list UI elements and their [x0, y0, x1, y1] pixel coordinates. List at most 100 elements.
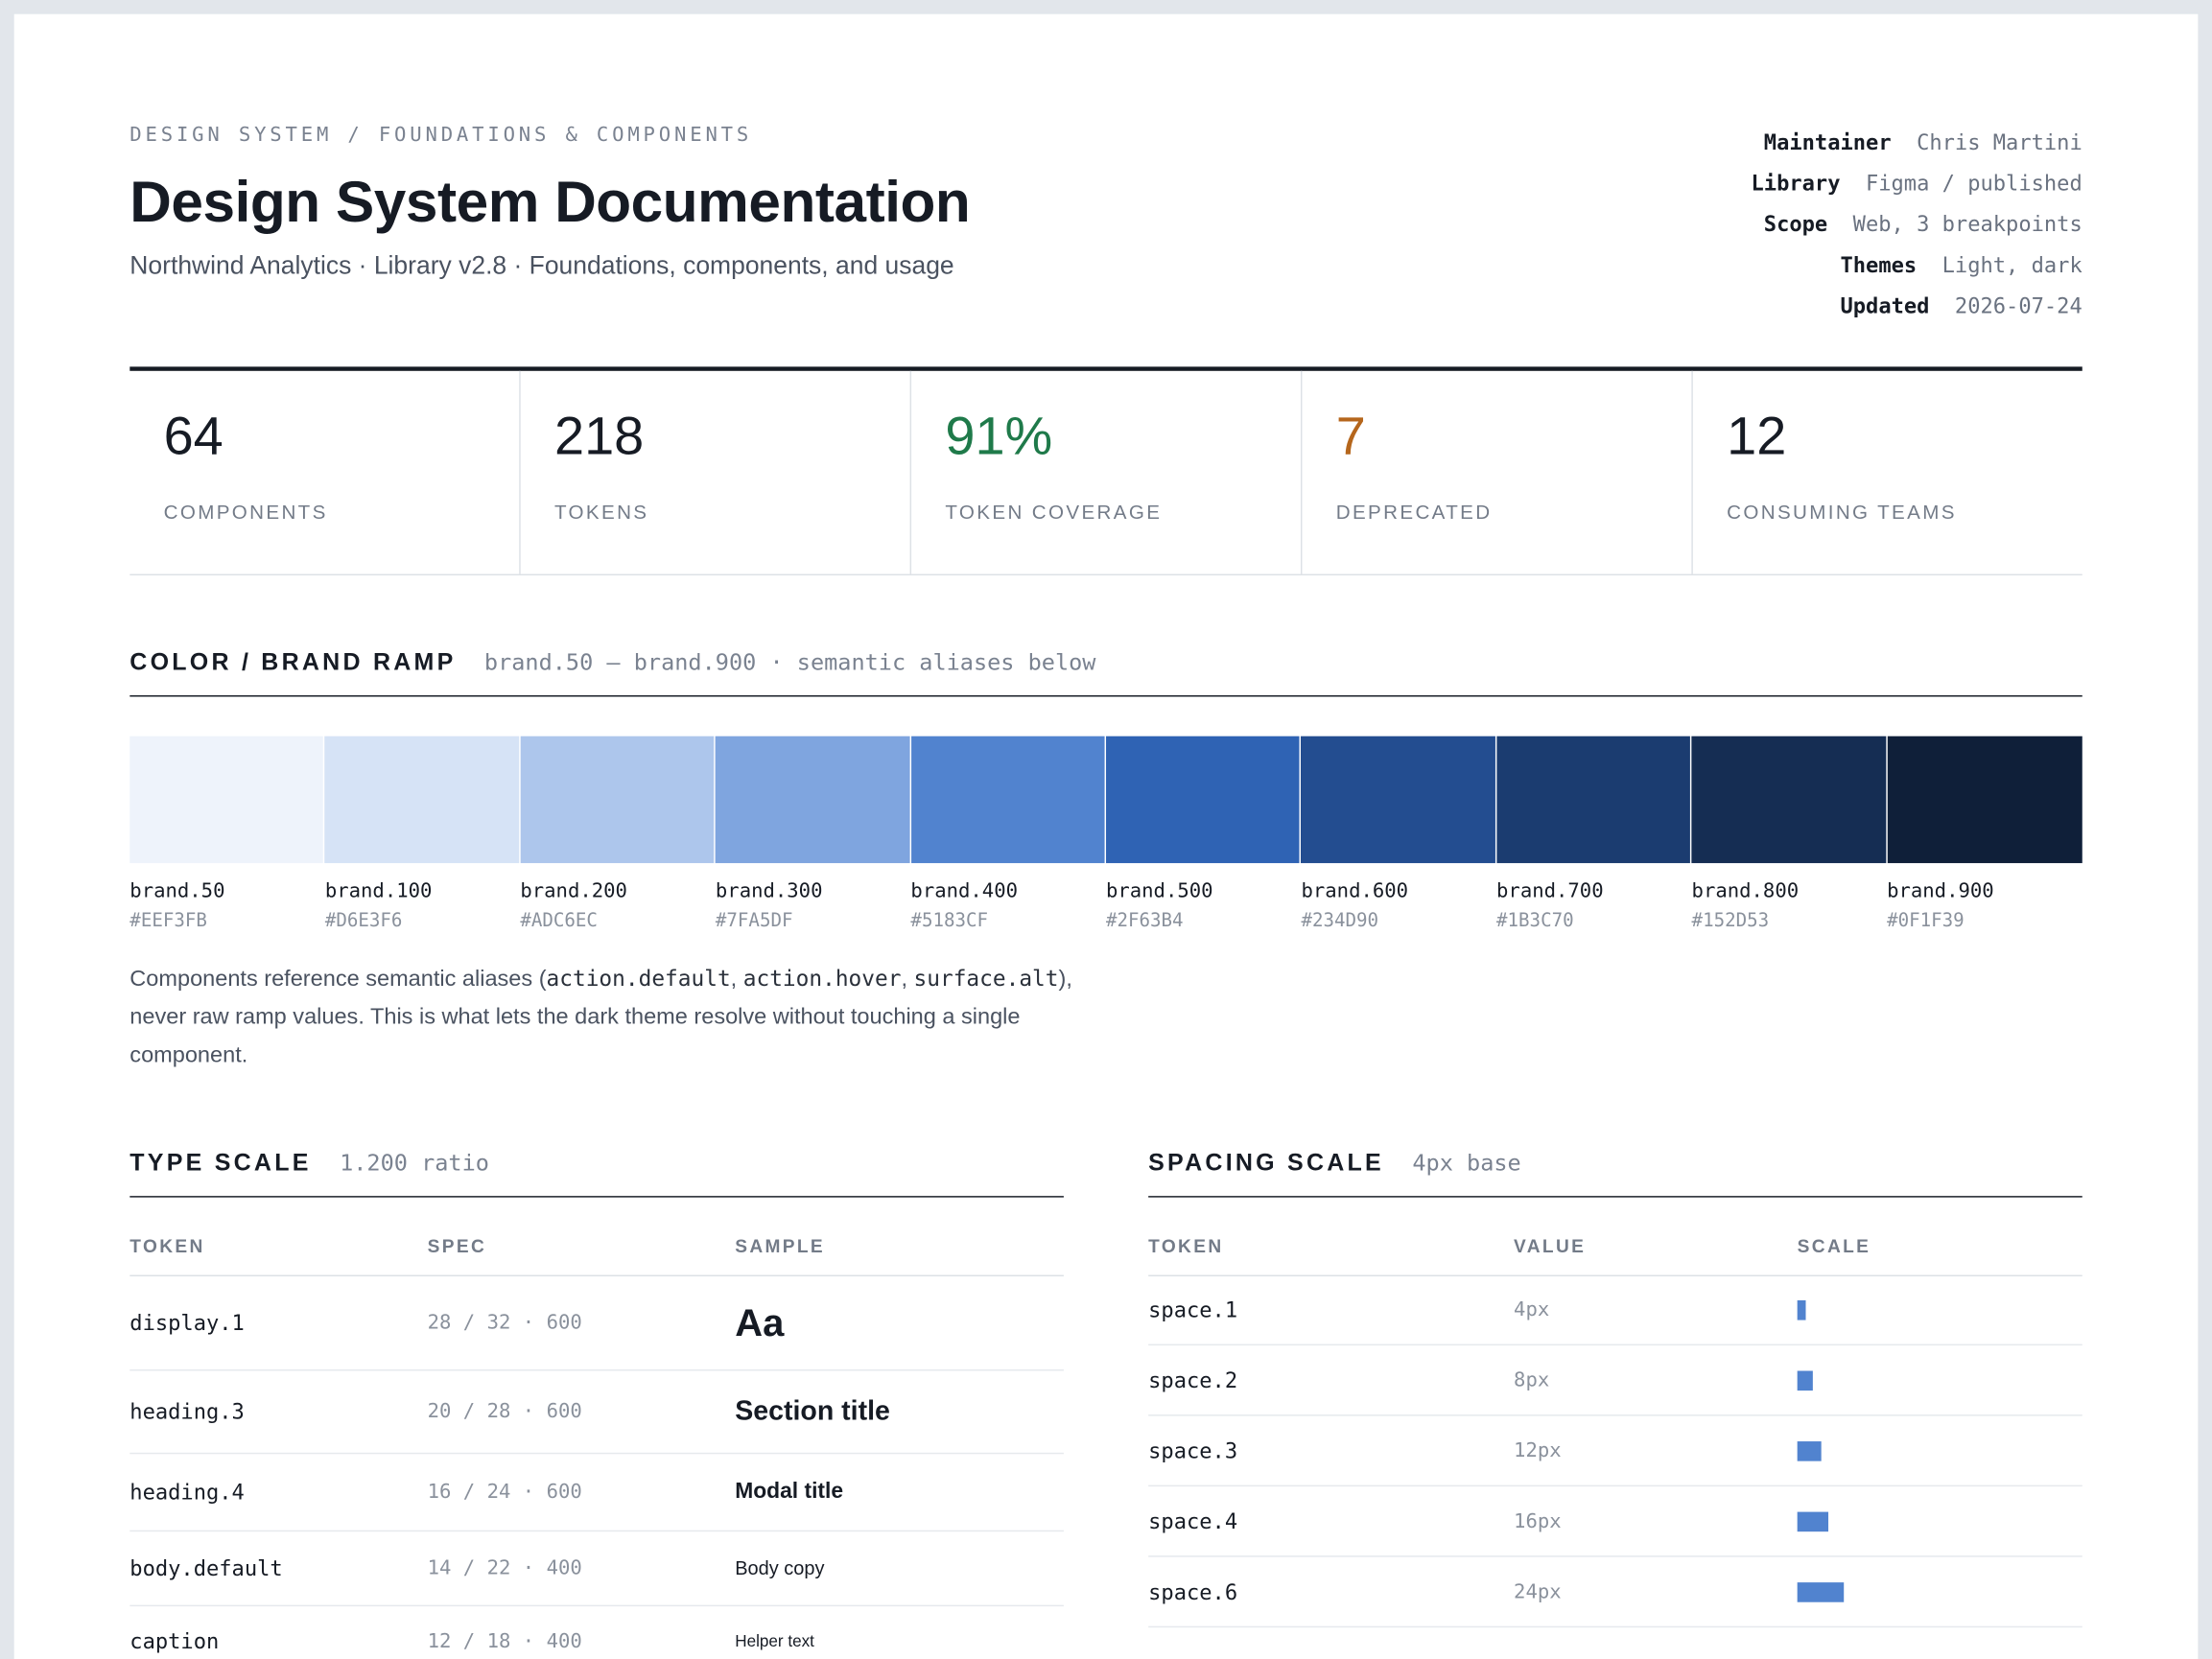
value: 16px — [1514, 1509, 1562, 1532]
swatch-hex: #0F1F39 — [1887, 911, 1965, 933]
stat-card: 12 CONSUMING TEAMS — [1691, 370, 2082, 574]
type-sample: Helper text — [735, 1632, 814, 1651]
breadcrumb: DESIGN SYSTEM / FOUNDATIONS & COMPONENTS — [129, 124, 753, 147]
meta-value: Figma / published — [1865, 170, 2083, 197]
type-sample: Body copy — [735, 1557, 825, 1579]
swatch-chip — [1301, 736, 1495, 864]
table-row: heading.4 16 / 24 · 600 Modal title — [129, 1454, 1064, 1532]
value: 12px — [1514, 1438, 1562, 1462]
swatch: brand.600 #234D90 — [1301, 736, 1496, 932]
section-note: 4px base — [1412, 1149, 1521, 1177]
spec: 20 / 28 · 600 — [427, 1400, 582, 1423]
section-note: 1.200 ratio — [340, 1149, 489, 1177]
meta-value: Chris Martini — [1917, 129, 2083, 155]
table-row: space.6 24px — [1148, 1557, 2083, 1628]
swatch: brand.200 #ADC6EC — [520, 736, 716, 932]
swatch: brand.900 #0F1F39 — [1887, 736, 2083, 932]
meta-label: Library — [1751, 170, 1841, 197]
swatch: brand.500 #2F63B4 — [1105, 736, 1302, 932]
value: 8px — [1514, 1368, 1550, 1391]
stats-row: 64 COMPONENTS 218 TOKENS 91% TOKEN COVERAGE 7 D… — [129, 366, 2083, 576]
stat-label: CONSUMING TEAMS — [1727, 501, 1957, 524]
swatch-hex: #D6E3F6 — [324, 911, 403, 933]
inline-code: action.default — [546, 966, 731, 992]
scale-bar — [1797, 1299, 1805, 1320]
swatch-name: brand.900 — [1887, 879, 1994, 903]
inline-code: action.hover — [742, 966, 902, 992]
stat-value: 12 — [1727, 408, 1787, 467]
table-row: space.3 12px — [1148, 1416, 2083, 1487]
swatch-chip — [1496, 736, 1691, 864]
stat-card: 218 TOKENS — [519, 370, 909, 574]
text: , — [730, 967, 743, 992]
column-headers: TOKEN VALUE SCALE — [1148, 1198, 2083, 1276]
swatch-name: brand.100 — [324, 879, 433, 903]
stat-card: 64 COMPONENTS — [129, 371, 519, 574]
swatch: brand.50 #EEF3FB — [129, 736, 325, 932]
spec: 16 / 24 · 600 — [427, 1481, 582, 1504]
spec: 28 / 32 · 600 — [427, 1311, 582, 1335]
section-title: COLOR / BRAND RAMP — [129, 648, 457, 676]
swatch-hex: #152D53 — [1691, 911, 1770, 933]
inline-code: surface.alt — [913, 966, 1059, 992]
text: Components reference semantic aliases ( — [129, 967, 547, 992]
spec: 14 / 22 · 400 — [427, 1556, 582, 1580]
column-header: SCALE — [1797, 1235, 1871, 1257]
swatch-chip — [520, 736, 715, 864]
swatch-chip — [910, 736, 1105, 864]
table-row: space.2 8px — [1148, 1345, 2083, 1416]
column-header: SPEC — [427, 1235, 487, 1257]
table-row: space.4 16px — [1148, 1486, 2083, 1557]
meta-value: Light, dark — [1941, 252, 2083, 278]
meta-row: Scope Web, 3 breakpoints — [1752, 209, 2083, 250]
color-section: COLOR / BRAND RAMP brand.50 – brand.900 ·… — [129, 648, 2083, 1075]
stat-value: 218 — [553, 408, 645, 467]
token: heading.4 — [129, 1479, 245, 1506]
swatch-chip — [1105, 736, 1301, 864]
spacing-scale: SPACING SCALE 4px base TOKEN VALUE SCALE spac… — [1148, 1150, 2083, 1628]
color-ramp: brand.50 #EEF3FB brand.100 #D6E3F6 brand.200… — [129, 736, 2083, 933]
table-row: caption 12 / 18 · 400 Helper text — [129, 1606, 1064, 1659]
value: 24px — [1514, 1579, 1562, 1603]
swatch-hex: #5183CF — [910, 911, 989, 933]
swatch-chip — [324, 736, 519, 864]
stat-card: 91% TOKEN COVERAGE — [909, 370, 1301, 574]
section-title: TYPE SCALE — [129, 1149, 312, 1177]
text: , — [901, 967, 914, 992]
swatch-hex: #7FA5DF — [715, 911, 793, 933]
swatch-chip — [1691, 736, 1886, 864]
meta-row: Themes Light, dark — [1752, 249, 2083, 291]
swatch: brand.300 #7FA5DF — [715, 736, 911, 933]
stat-label: COMPONENTS — [163, 501, 328, 524]
token: space.6 — [1148, 1578, 1238, 1604]
type-sample: Section title — [735, 1395, 890, 1427]
page-title: Design System Documentation — [129, 169, 971, 235]
type-scale: TYPE SCALE 1.200 ratio TOKEN SPEC SAMPLE disp… — [129, 1150, 1064, 1659]
section-header: SPACING SCALE 4px base — [1148, 1150, 2083, 1198]
swatch-name: brand.600 — [1301, 879, 1409, 903]
token: space.2 — [1148, 1367, 1238, 1393]
token: display.1 — [129, 1310, 245, 1336]
swatch-name: brand.50 — [129, 879, 225, 903]
swatch-hex: #234D90 — [1301, 911, 1379, 933]
column-header: VALUE — [1514, 1235, 1587, 1257]
section-note: brand.50 – brand.900 · semantic aliases … — [483, 648, 1096, 676]
swatch-name: brand.300 — [715, 879, 823, 903]
column-header: TOKEN — [129, 1235, 205, 1257]
swatch-chip — [129, 736, 324, 864]
stat-label: DEPRECATED — [1335, 501, 1493, 524]
subtitle: Northwind Analytics · Library v2.8 · Fou… — [129, 250, 954, 280]
meta-label: Updated — [1840, 292, 1930, 319]
card: DESIGN SYSTEM / FOUNDATIONS & COMPONENTS… — [13, 13, 2199, 1659]
column-header: TOKEN — [1148, 1235, 1224, 1257]
stat-value: 7 — [1335, 408, 1366, 467]
swatch-name: brand.800 — [1691, 879, 1800, 903]
stat-label: TOKENS — [553, 501, 649, 524]
section-header: COLOR / BRAND RAMP brand.50 – brand.900 ·… — [129, 648, 2083, 697]
token: space.1 — [1148, 1297, 1238, 1323]
spec: 12 / 18 · 400 — [427, 1630, 582, 1653]
stat-value: 64 — [163, 408, 224, 467]
swatch: brand.400 #5183CF — [910, 736, 1106, 932]
